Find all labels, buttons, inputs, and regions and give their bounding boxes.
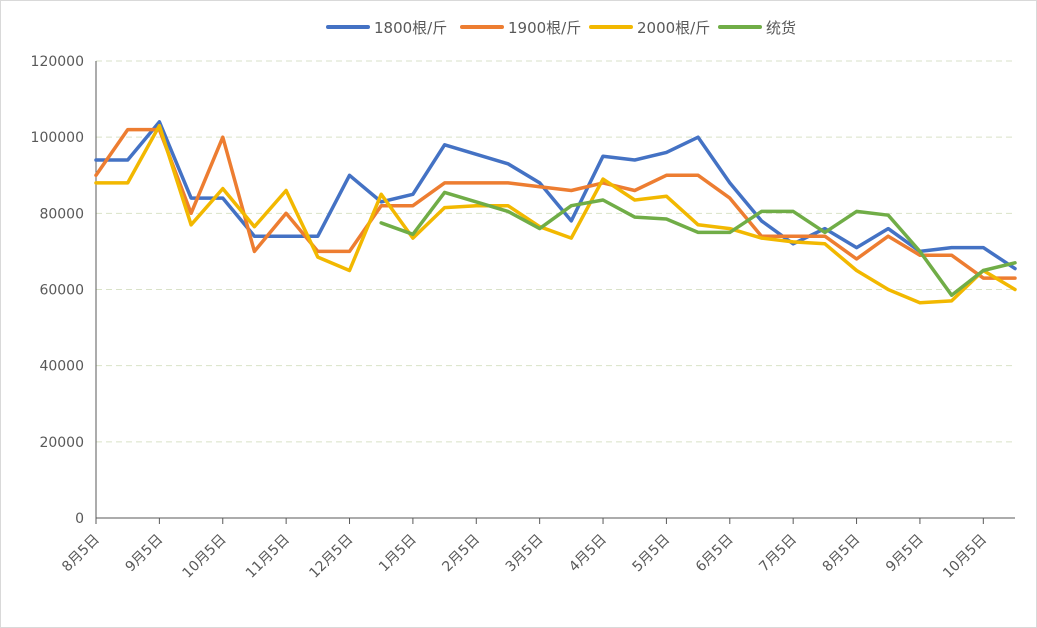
y-tick-label: 100000 <box>31 130 84 146</box>
y-tick-label: 60000 <box>39 283 84 299</box>
x-tick-label: 11月5日 <box>243 532 293 582</box>
legend-label: 2000根/斤 <box>637 19 710 37</box>
series-line-1 <box>94 120 1017 271</box>
legend-label: 1800根/斤 <box>374 19 447 37</box>
series-line-3 <box>94 123 1017 305</box>
x-tick-label: 8月5日 <box>820 532 864 576</box>
x-tick-label: 8月5日 <box>59 532 103 576</box>
y-tick-label: 120000 <box>31 54 84 70</box>
x-tick-label: 6月5日 <box>693 532 737 576</box>
y-tick-label: 40000 <box>39 359 84 375</box>
series-lines <box>94 120 1017 305</box>
x-tick-label: 9月5日 <box>122 532 166 576</box>
x-tick-label: 3月5日 <box>503 532 547 576</box>
y-tick-label: 0 <box>75 511 84 527</box>
series-line-4 <box>379 190 1017 297</box>
y-tick-label: 80000 <box>39 206 84 222</box>
y-tick-label: 20000 <box>39 435 84 451</box>
x-tick-label: 5月5日 <box>630 532 674 576</box>
x-tick-label: 1月5日 <box>376 532 420 576</box>
x-tick-label: 10月5日 <box>180 532 230 582</box>
x-tick-label: 10月5日 <box>940 532 990 582</box>
series-line-2 <box>94 127 1017 280</box>
legend-label: 1900根/斤 <box>508 19 581 37</box>
gridlines <box>96 60 1015 443</box>
x-tick-label: 9月5日 <box>883 532 927 576</box>
x-tick-label: 7月5日 <box>756 532 800 576</box>
x-tick-label: 2月5日 <box>439 532 483 576</box>
x-tick-label: 12月5日 <box>306 532 356 582</box>
x-tick-label: 4月5日 <box>566 532 610 576</box>
legend-label: 统货 <box>766 19 796 37</box>
axes: 0 20000 40000 60000 80000 100000 120000 8月5日 9月5… <box>31 54 1015 582</box>
legend: 1800根/斤 1900根/斤 2000根/斤 统货 <box>326 19 796 37</box>
